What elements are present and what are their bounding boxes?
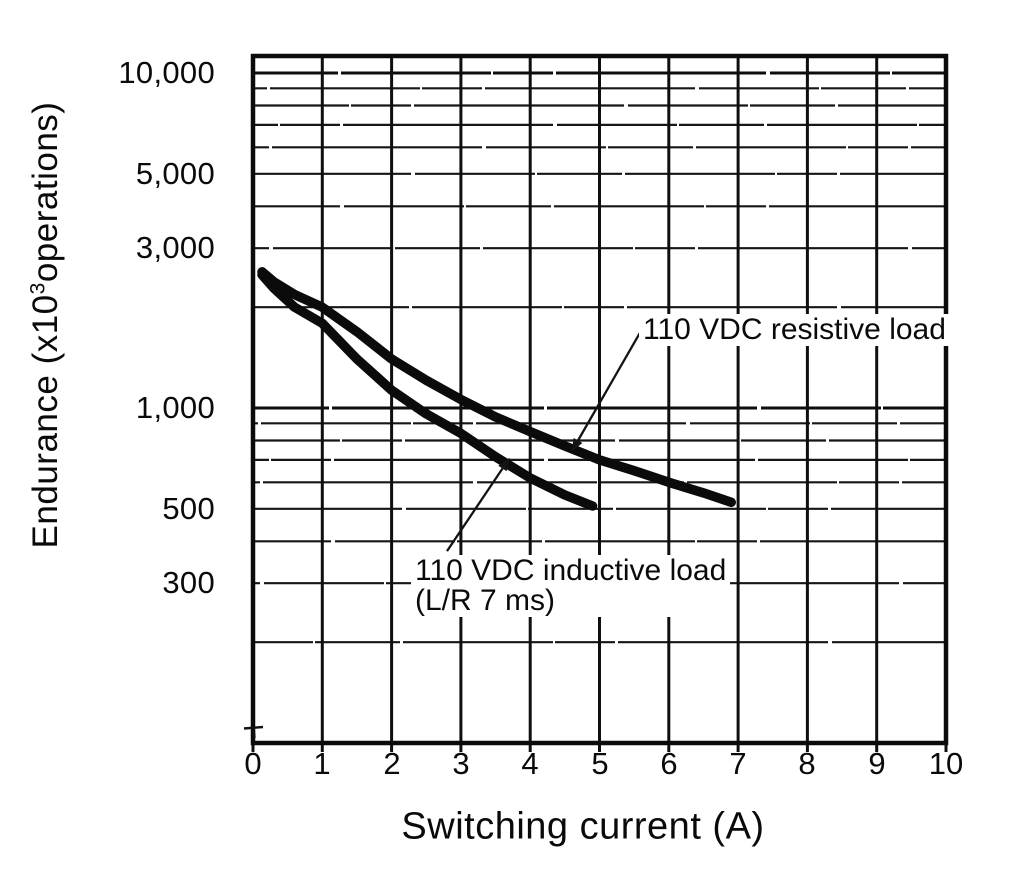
- x-tick-label-3: 3: [452, 746, 470, 781]
- pointer-arrowhead-resistive: [571, 438, 583, 452]
- annotation-resistive-load: 110 VDC resistive load: [639, 314, 950, 346]
- x-tick-label-9: 9: [868, 746, 886, 781]
- y-tick-label-5000: 5,000: [135, 156, 215, 191]
- y-tick-label-10000: 10,000: [118, 55, 215, 90]
- plot-frame: [250, 53, 949, 746]
- x-tick-label-4: 4: [521, 746, 539, 781]
- axis-break-mark-stub: [252, 725, 256, 739]
- x-tick-label-10: 10: [928, 746, 964, 781]
- x-axis-title: Switching current (A): [401, 805, 765, 848]
- annotation-resistive-load-text: 110 VDC resistive load: [643, 313, 946, 346]
- pointer-arrowhead-inductive: [498, 457, 510, 472]
- x-tick-label-5: 5: [591, 746, 609, 781]
- x-tick-label-6: 6: [660, 746, 678, 781]
- curve-inductive-load: [257, 269, 598, 511]
- y-tick-label-1000: 1,000: [135, 390, 215, 425]
- pointer-line-resistive: [577, 330, 643, 442]
- pointer-line-inductive: [446, 467, 504, 552]
- y-tick-label-500: 500: [162, 491, 215, 526]
- y-tick-label-3000: 3,000: [135, 230, 215, 265]
- y-tick-label-300: 300: [162, 565, 215, 600]
- annotation-inductive-load-subtext: (L/R 7 ms): [415, 584, 556, 617]
- annotation-inductive-load: 110 VDC inductive load (L/R 7 ms): [411, 554, 731, 617]
- curve-resistive-load: [257, 267, 736, 508]
- annotation-inductive-load-text: 110 VDC inductive load: [415, 554, 727, 587]
- x-tick-label-8: 8: [798, 746, 816, 781]
- x-tick-label-1: 1: [313, 746, 331, 781]
- x-tick-label-7: 7: [729, 746, 747, 781]
- x-tick-label-2: 2: [383, 746, 401, 781]
- y-tick-labels: 10,000 5,000 3,000 1,000 500 300: [70, 0, 215, 879]
- x-tick-label-0: 0: [244, 746, 262, 781]
